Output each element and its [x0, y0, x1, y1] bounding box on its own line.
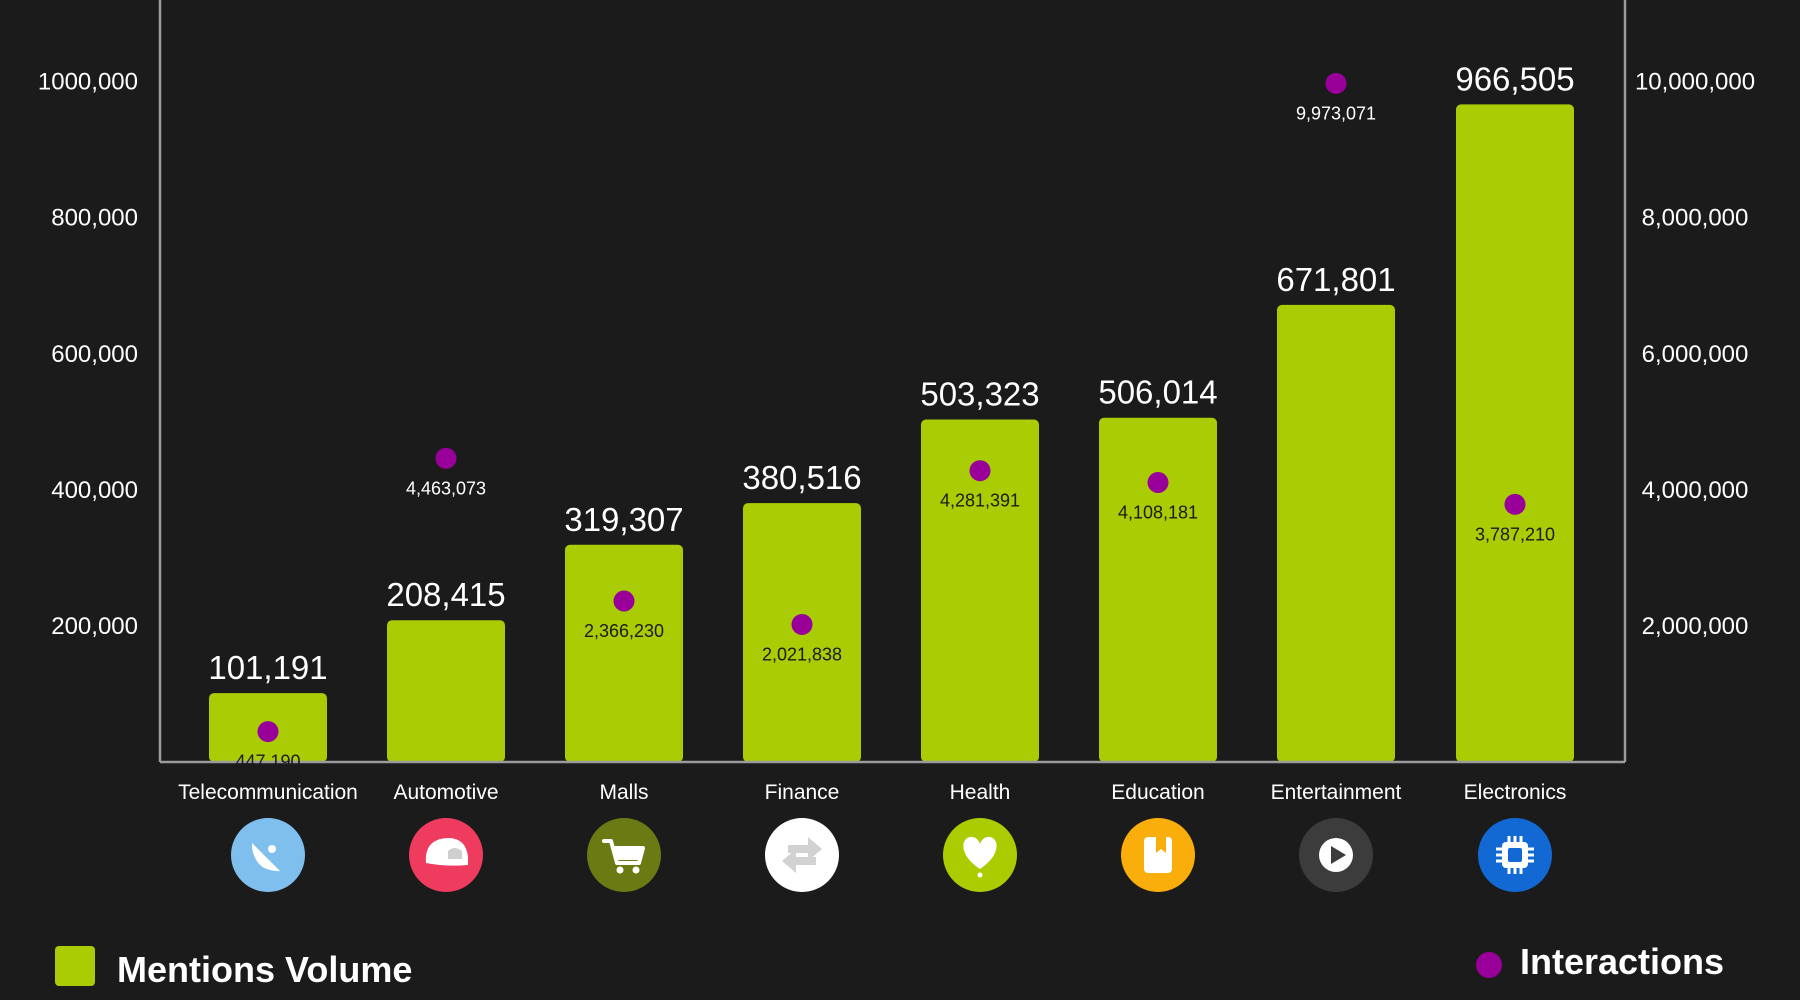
category-label: Automotive — [393, 781, 498, 804]
helmet-icon — [409, 818, 483, 892]
interaction-value-label: 4,108,181 — [1118, 502, 1198, 522]
y-right-tick-label: 6,000,000 — [1642, 341, 1749, 368]
y-left-tick-label: 400,000 — [51, 477, 138, 504]
interaction-value-label: 447,190 — [235, 752, 300, 772]
bar — [565, 544, 683, 762]
interaction-point — [791, 613, 813, 635]
legend-swatch-interactions — [1476, 952, 1502, 978]
category-label: Telecommunication — [178, 781, 358, 804]
legend: Mentions Volume Interactions — [55, 941, 1724, 990]
bar-value-label: 101,191 — [208, 649, 327, 686]
interaction-value-label: 2,021,838 — [762, 644, 842, 664]
y-left-tick-label: 800,000 — [51, 205, 138, 232]
y-right-tick-label: 10,000,000 — [1635, 69, 1755, 96]
bar-value-label: 506,014 — [1098, 374, 1217, 411]
transfer-arrows-icon — [765, 818, 839, 892]
bar-value-label: 380,516 — [742, 459, 861, 496]
chip-icon — [1478, 818, 1552, 892]
category-icons — [231, 818, 1552, 892]
interaction-value-label: 2,366,230 — [584, 621, 664, 641]
category-label: Entertainment — [1271, 781, 1402, 804]
y-left-tick-label: 1000,000 — [38, 69, 138, 96]
bar — [921, 419, 1039, 762]
shopping-cart-icon — [587, 818, 661, 892]
legend-label-mentions-volume: Mentions Volume — [117, 949, 412, 990]
axis-lines — [158, 0, 1627, 764]
category-label: Malls — [599, 781, 648, 804]
interaction-point — [1147, 471, 1169, 493]
bookmark-book-icon — [1121, 818, 1195, 892]
point-series-interactions: 447,190 4,463,073 2,366,230 2,021,838 4,281,… — [235, 72, 1555, 772]
y-right-tick-label: 8,000,000 — [1642, 205, 1749, 232]
x-axis-category-labels: Telecommunication Automotive Malls Finance H… — [178, 781, 1566, 804]
category-label: Electronics — [1464, 781, 1567, 804]
legend-swatch-mentions-volume — [55, 946, 95, 986]
category-label: Education — [1111, 781, 1204, 804]
bar-series-mentions-volume: 101,191 208,415 319,307 380,516 503,323 506,0… — [208, 60, 1575, 763]
interaction-point — [1325, 72, 1347, 94]
interaction-value-label: 3,787,210 — [1475, 524, 1555, 544]
right-y-axis: 2,000,000 4,000,000 6,000,000 8,000,000 10,0… — [1635, 69, 1755, 640]
bar — [1099, 417, 1217, 762]
satellite-dish-icon — [231, 818, 305, 892]
bar — [1456, 104, 1574, 763]
category-label: Health — [950, 781, 1011, 804]
category-label: Finance — [765, 781, 840, 804]
legend-label-interactions: Interactions — [1520, 941, 1724, 982]
bar-value-label: 671,801 — [1276, 261, 1395, 298]
interaction-point — [257, 721, 279, 743]
heart-icon — [943, 818, 1017, 892]
bar-value-label: 503,323 — [920, 376, 1039, 413]
y-right-tick-label: 4,000,000 — [1642, 477, 1749, 504]
interaction-value-label: 9,973,071 — [1296, 103, 1376, 123]
bar — [1277, 304, 1395, 762]
y-right-tick-label: 2,000,000 — [1642, 613, 1749, 640]
bar-value-label: 208,415 — [386, 576, 505, 613]
left-y-axis: 200,000 400,000 600,000 800,000 1000,000 — [38, 69, 138, 640]
bar-value-label: 966,505 — [1455, 60, 1574, 97]
interaction-point — [969, 460, 991, 482]
interaction-point — [613, 590, 635, 612]
bar-value-label: 319,307 — [564, 501, 683, 538]
interaction-point — [1504, 493, 1526, 515]
y-left-tick-label: 200,000 — [51, 613, 138, 640]
interaction-value-label: 4,463,073 — [406, 478, 486, 498]
interaction-point — [435, 447, 457, 469]
bar — [387, 620, 505, 762]
y-left-tick-label: 600,000 — [51, 341, 138, 368]
play-icon — [1299, 818, 1373, 892]
interaction-value-label: 4,281,391 — [940, 491, 1020, 511]
